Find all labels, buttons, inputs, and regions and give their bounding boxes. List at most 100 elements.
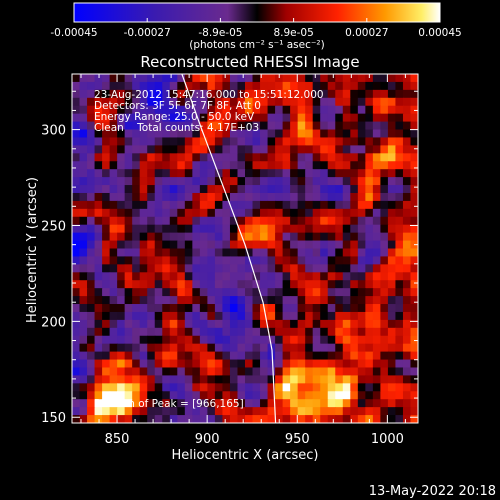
heatmap-cell [410, 161, 418, 170]
heatmap-cell [229, 177, 239, 186]
heatmap-cell [387, 97, 397, 107]
heatmap-cell [365, 89, 374, 99]
heatmap-cell [342, 89, 351, 99]
heatmap-cell [335, 288, 344, 297]
heatmap-cell [117, 288, 126, 297]
heatmap-cell [327, 264, 336, 273]
heatmap-cell [267, 129, 276, 139]
heatmap-cell [320, 351, 329, 361]
heatmap-cell [380, 121, 389, 131]
heatmap-cell [252, 240, 261, 250]
heatmap-cell [79, 327, 88, 337]
heatmap-cell [102, 272, 111, 281]
heatmap-cell [305, 105, 314, 115]
heatmap-cell [162, 256, 171, 265]
heatmap-cell [342, 192, 351, 202]
heatmap-cell [169, 129, 178, 139]
heatmap-cell [177, 264, 186, 273]
heatmap-cell [177, 81, 186, 91]
heatmap-cell [154, 391, 163, 400]
heatmap-cell [147, 407, 156, 416]
heatmap-cell [350, 288, 359, 297]
heatmap-cell [124, 383, 133, 392]
heatmap-cell [357, 272, 366, 281]
heatmap-cell [237, 121, 246, 131]
heatmap-cell [297, 272, 306, 281]
heatmap-cell [305, 185, 314, 194]
heatmap-cell [342, 129, 351, 139]
heatmap-cell [252, 105, 261, 115]
heatmap-cell [252, 256, 261, 265]
heatmap-cell [357, 399, 366, 408]
heatmap-cell [395, 280, 404, 289]
heatmap-cell [79, 367, 88, 377]
heatmap-cell [109, 319, 118, 329]
heatmap-cell [79, 304, 88, 313]
heatmap-cell [252, 280, 261, 289]
heatmap-cell [229, 288, 239, 297]
heatmap-cell [365, 153, 374, 162]
heatmap-cell [222, 185, 231, 194]
heatmap-cell [365, 113, 374, 123]
heatmap-cell [260, 216, 269, 226]
info-energy-range: Energy Range: 25.0 - 50.0 keV [94, 111, 255, 123]
heatmap-cell [387, 200, 397, 210]
heatmap-cell [297, 391, 306, 400]
heatmap-cell [169, 264, 178, 273]
heatmap-cell [154, 272, 163, 281]
heatmap-cell [327, 137, 336, 146]
heatmap-cell [117, 359, 126, 369]
heatmap-cell [192, 343, 201, 353]
heatmap-cell [214, 248, 224, 258]
heatmap-cell [275, 224, 284, 234]
heatmap-cell [252, 74, 261, 83]
heatmap-cell [79, 161, 88, 170]
heatmap-cell [410, 224, 418, 234]
heatmap-cell [214, 359, 224, 369]
heatmap-cell [199, 359, 208, 369]
heatmap-cell [94, 240, 103, 250]
heatmap-cell [290, 97, 299, 107]
heatmap-cell [365, 311, 374, 321]
heatmap-cell [402, 399, 412, 408]
heatmap-cell [305, 169, 314, 178]
heatmap-cell [387, 264, 397, 273]
heatmap-cell [267, 264, 276, 273]
heatmap-cell [124, 399, 133, 408]
heatmap-cell [207, 359, 216, 369]
heatmap-cell [147, 304, 156, 313]
heatmap-cell [207, 192, 216, 202]
heatmap-cell [87, 192, 96, 202]
heatmap-cell [357, 367, 366, 377]
heatmap-cell [350, 89, 359, 99]
heatmap-cell [312, 335, 321, 345]
heatmap-cell [297, 153, 306, 162]
heatmap-cell [342, 304, 351, 313]
heatmap-cell [72, 97, 81, 107]
heatmap-cell [350, 407, 359, 416]
heatmap-cell [162, 391, 171, 400]
heatmap-cell [312, 391, 321, 400]
heatmap-cell [260, 415, 269, 423]
heatmap-cell [199, 383, 208, 392]
heatmap-cell [169, 137, 178, 146]
heatmap-cell [252, 272, 261, 281]
heatmap-cell [147, 89, 156, 99]
heatmap-cell [229, 74, 239, 83]
heatmap-cell [109, 399, 118, 408]
heatmap-cell [357, 74, 366, 83]
heatmap-cell [229, 208, 239, 218]
heatmap-cell [214, 177, 224, 186]
heatmap-cell [207, 121, 216, 131]
heatmap-cell [342, 121, 351, 131]
heatmap-cell [387, 121, 397, 131]
heatmap-cell [267, 81, 276, 91]
heatmap-cell [177, 327, 186, 337]
info-time-range: 23-Aug-2012 15:47:16.000 to 15:51:12.000 [94, 89, 324, 101]
heatmap-cell [342, 319, 351, 329]
heatmap-cell [290, 327, 299, 337]
heatmap-cell [245, 192, 254, 202]
heatmap-cell [365, 264, 374, 273]
heatmap-cell [297, 89, 306, 99]
heatmap-cell [102, 192, 111, 202]
